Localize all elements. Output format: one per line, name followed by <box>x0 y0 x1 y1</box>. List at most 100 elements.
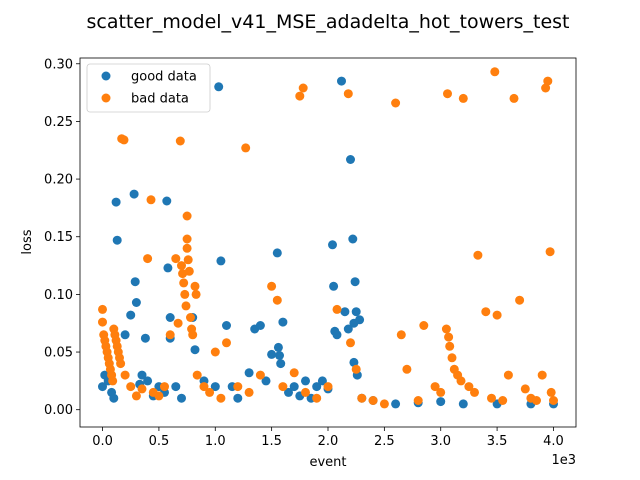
data-point <box>413 396 423 405</box>
x-offset-label: 1e3 <box>551 453 576 468</box>
data-point <box>391 98 401 108</box>
data-point <box>473 250 483 260</box>
data-point <box>108 376 118 386</box>
data-point <box>498 396 508 405</box>
data-point <box>244 387 254 397</box>
data-point <box>503 370 513 380</box>
data-point <box>199 382 209 392</box>
data-point <box>430 382 440 392</box>
data-point <box>492 310 502 320</box>
data-point <box>182 234 192 244</box>
data-point <box>317 376 327 386</box>
data-point <box>436 397 446 407</box>
x-tick-label: 1.0 <box>205 434 226 449</box>
data-point <box>190 345 200 355</box>
data-point <box>179 278 189 288</box>
data-point <box>436 387 446 397</box>
plot-area <box>79 57 577 428</box>
data-point <box>109 393 119 403</box>
chart-title: scatter_model_v41_MSE_adadelta_hot_tower… <box>86 11 569 33</box>
data-point <box>137 384 147 394</box>
x-tick-label: 0.5 <box>149 434 170 449</box>
data-point <box>541 83 551 93</box>
data-point <box>244 368 254 378</box>
data-point <box>328 240 337 250</box>
data-point <box>146 195 156 205</box>
data-point <box>214 82 224 92</box>
data-point <box>391 399 401 409</box>
data-point <box>278 317 288 327</box>
data-point <box>350 277 360 287</box>
x-tick-label: 1.5 <box>261 434 282 449</box>
data-point <box>177 261 186 271</box>
y-tick-label: 0.20 <box>44 173 73 188</box>
data-point <box>447 353 457 363</box>
data-point <box>210 382 220 392</box>
data-point <box>171 382 181 392</box>
data-point <box>441 324 451 334</box>
legend: good data bad data <box>86 63 211 113</box>
data-point <box>222 338 231 348</box>
data-point <box>419 321 429 330</box>
data-point <box>543 76 553 86</box>
data-point <box>186 313 195 322</box>
data-point <box>192 370 202 380</box>
data-point <box>216 393 226 403</box>
data-point <box>126 310 136 320</box>
data-point <box>298 83 308 93</box>
legend-marker-good-data <box>101 71 111 81</box>
x-axis: 0.0 0.5 1.0 1.5 2.0 2.5 3.0 3.5 4.0 <box>92 427 564 449</box>
data-point <box>490 67 500 77</box>
data-point <box>402 364 412 374</box>
data-point <box>112 235 122 245</box>
data-point <box>301 387 310 397</box>
data-point <box>464 382 474 392</box>
series-bad-data <box>98 67 558 409</box>
data-point <box>233 382 243 392</box>
x-axis-label: event <box>309 455 346 470</box>
data-point <box>532 396 541 405</box>
data-point <box>444 332 454 342</box>
data-point <box>182 211 192 221</box>
data-point <box>355 315 365 325</box>
y-tick-label: 0.00 <box>44 403 73 418</box>
data-point <box>183 255 193 265</box>
data-point <box>301 376 310 386</box>
y-tick-label: 0.30 <box>44 57 73 72</box>
data-point <box>143 254 153 264</box>
data-point <box>216 256 226 266</box>
legend-marker-bad-data <box>101 93 111 103</box>
data-point <box>119 135 129 145</box>
data-point <box>546 387 556 397</box>
data-point <box>98 317 107 327</box>
data-point <box>171 254 181 264</box>
legend-label-good-data: good data <box>131 70 197 85</box>
data-point <box>261 376 271 386</box>
y-axis-label: loss <box>20 229 35 254</box>
data-point <box>481 307 491 317</box>
data-point <box>175 136 185 146</box>
data-point <box>131 298 141 307</box>
series-good-data <box>98 76 558 409</box>
data-point <box>470 387 479 397</box>
data-point <box>162 196 172 206</box>
data-point <box>289 382 299 392</box>
data-point <box>188 330 198 340</box>
data-point <box>348 234 358 244</box>
plot-frame <box>79 57 577 428</box>
data-point <box>120 370 130 380</box>
data-point <box>396 330 406 340</box>
data-point <box>332 304 342 314</box>
points-layer <box>98 67 558 409</box>
data-point <box>140 333 150 343</box>
data-point <box>182 243 192 253</box>
data-point <box>289 368 299 378</box>
data-point <box>210 347 220 357</box>
data-point <box>255 321 265 330</box>
data-point <box>351 364 361 374</box>
data-point <box>173 318 183 328</box>
data-point <box>137 370 147 380</box>
data-point <box>255 370 265 380</box>
data-point <box>284 387 293 397</box>
